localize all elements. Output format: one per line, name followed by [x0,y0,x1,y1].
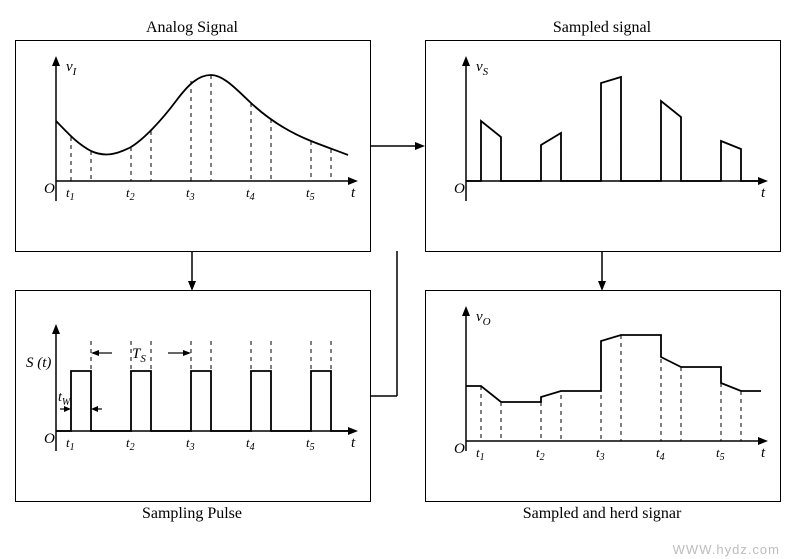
svg-text:t1: t1 [66,185,75,203]
svg-text:t1: t1 [476,445,485,463]
panel-analog: vI O t1 t2 t3 t4 [15,40,371,252]
panel-sampled: vS O t [425,40,781,252]
svg-text:vO: vO [476,309,491,328]
svg-text:t: t [761,445,766,461]
svg-text:S (t): S (t) [26,355,51,371]
watermark: WWW.hydz.com [673,542,780,557]
svg-text:TS: TS [132,346,146,365]
chart-pulse: S (t) TS tW [16,291,370,501]
x-ticks: t1 t2 t3 t4 t5 [66,185,315,203]
svg-text:t: t [761,185,766,201]
svg-text:t4: t4 [656,445,665,463]
panel-pulse: S (t) TS tW [15,290,371,502]
svg-text:t3: t3 [186,435,195,453]
svg-text:t4: t4 [246,435,255,453]
dash-guides [71,75,331,181]
svg-text:t1: t1 [66,435,75,453]
svg-text:vS: vS [476,59,489,78]
svg-text:t: t [351,185,356,201]
title-pulse: Sampling Pulse [15,501,369,527]
chart-analog: vI O t1 t2 t3 t4 [16,41,370,251]
svg-text:t2: t2 [536,445,545,463]
title-sampled: Sampled signal [425,15,779,41]
title-analog: Analog Signal [15,15,369,41]
arrow-sampled-to-hold [425,251,779,291]
svg-text:t5: t5 [306,435,315,453]
dash-guides [481,77,741,181]
analog-curve [56,75,348,155]
chart-sampled: vS O t [426,41,780,251]
arrow-into-sampled [369,41,425,251]
svg-text:t4: t4 [246,185,255,203]
svg-text:tW: tW [58,390,72,408]
svg-text:O: O [44,431,55,447]
svg-text:t3: t3 [596,445,605,463]
chart-hold: vO O t1 t2 t3 t4 t5 [426,291,780,501]
svg-text:t5: t5 [306,185,315,203]
hold-curve [466,335,761,402]
period-annotation: TS [91,346,191,365]
svg-text:t2: t2 [126,435,135,453]
arrow-analog-to-pulse [15,251,369,291]
pulse-train [56,371,348,431]
svg-text:t: t [351,435,356,451]
svg-text:O: O [454,441,465,457]
sampled-segments [466,77,758,181]
title-hold: Sampled and herd signar [425,501,779,527]
svg-text:vI: vI [66,59,78,78]
svg-text:O: O [454,181,465,197]
arrow-pulse-out [369,291,425,501]
width-annotation: tW [58,390,102,412]
svg-text:O: O [44,181,55,197]
panel-hold: vO O t1 t2 t3 t4 t5 [425,290,781,502]
svg-text:t5: t5 [716,445,725,463]
svg-text:t3: t3 [186,185,195,203]
svg-text:t2: t2 [126,185,135,203]
